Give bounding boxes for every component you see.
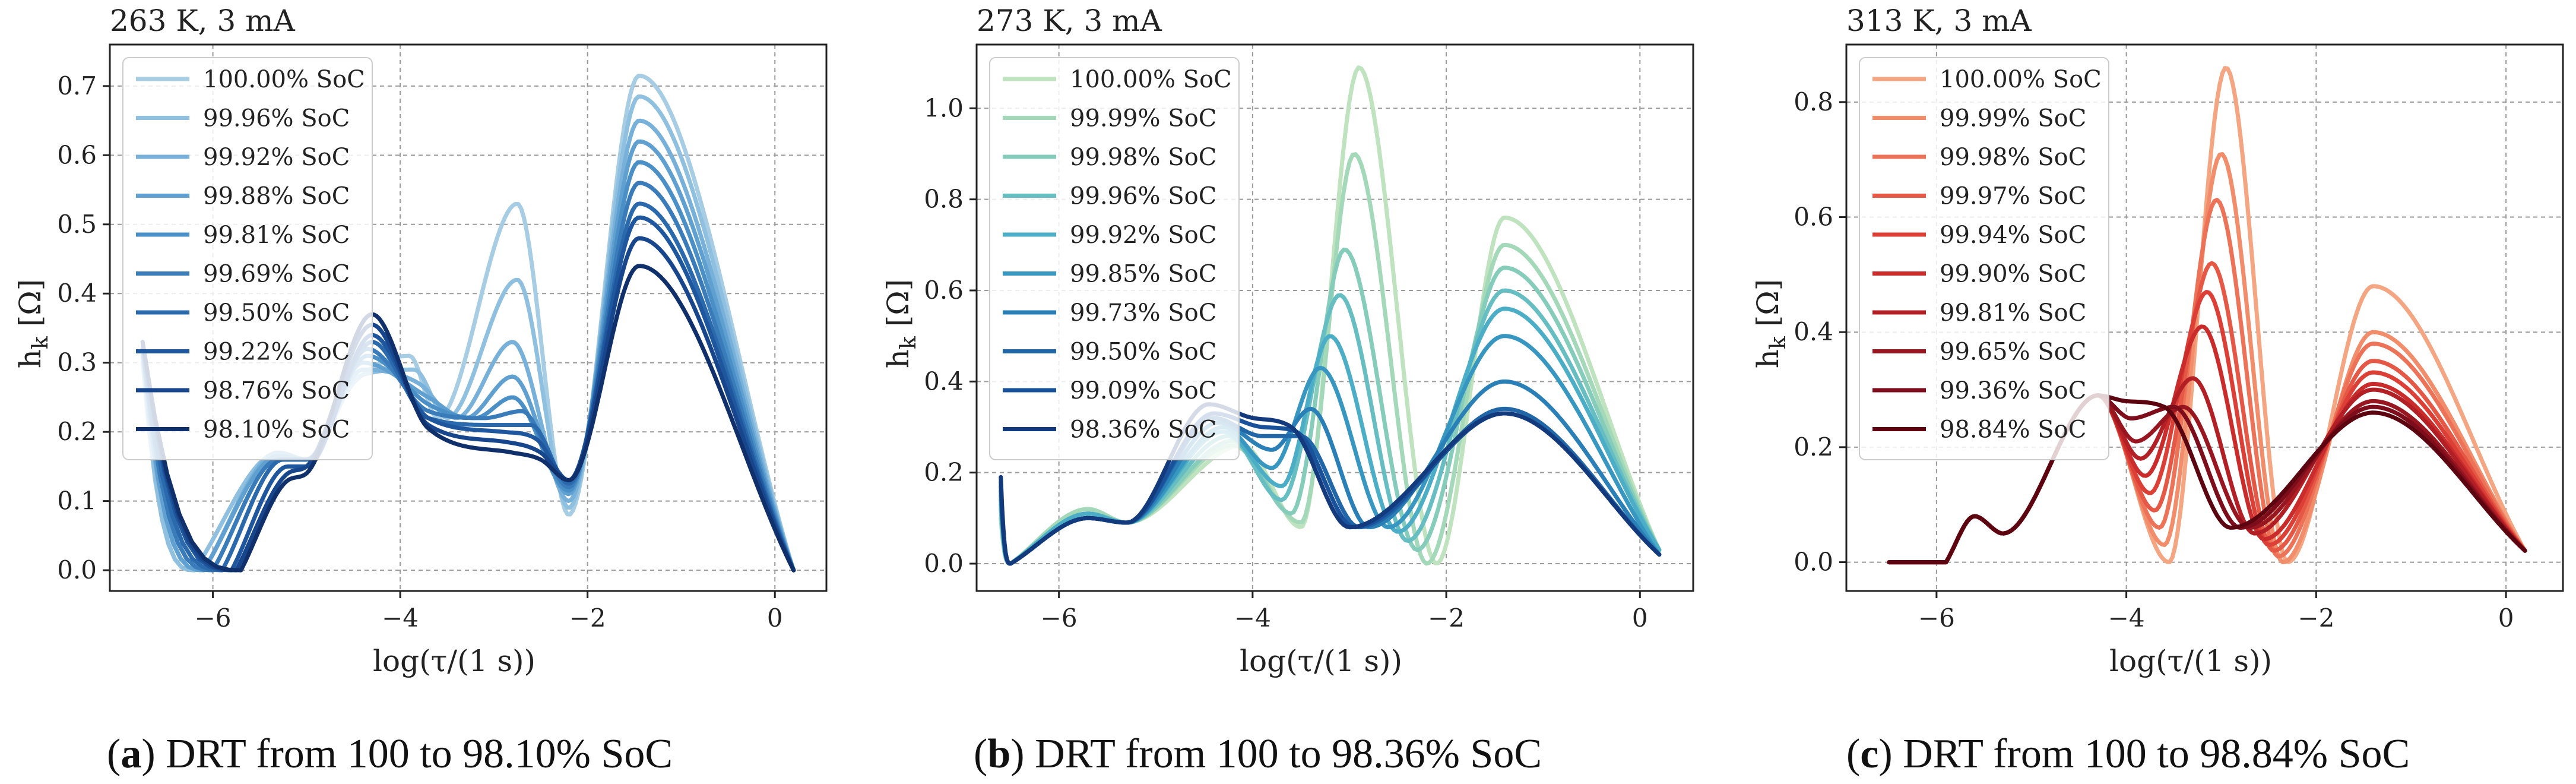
y-tick-label: 0.2 <box>924 458 964 487</box>
y-tick-label: 0.8 <box>924 185 964 214</box>
x-tick-label: 0 <box>1632 603 1648 633</box>
legend-entry: 99.22% SoC <box>203 339 350 366</box>
legend-entry: 99.73% SoC <box>1070 299 1216 327</box>
x-tick-label: −6 <box>195 603 232 633</box>
y-axis-label: hk [Ω] <box>1751 279 1791 368</box>
y-tick-label: 0.0 <box>57 555 97 584</box>
legend-entry: 99.50% SoC <box>203 299 350 327</box>
x-tick-label: 0 <box>767 603 783 633</box>
legend-entry: 99.92% SoC <box>1070 222 1216 249</box>
legend-entry: 100.00% SoC <box>1070 66 1232 93</box>
caption-c: (c) DRT from 100 to 98.84% SoC <box>1846 731 2410 777</box>
y-tick-label: 0.8 <box>1794 87 1833 116</box>
y-tick-label: 0.6 <box>1794 203 1833 232</box>
axes-frame <box>109 43 828 592</box>
series-line <box>1887 393 2527 565</box>
legend-entry: 99.98% SoC <box>1070 144 1216 171</box>
y-tick-label: 0.2 <box>57 417 97 446</box>
x-tick-label: −4 <box>382 603 419 633</box>
y-tick-label: 0.6 <box>924 276 964 305</box>
legend-entry: 99.92% SoC <box>203 144 350 171</box>
legend-entry: 99.99% SoC <box>1940 105 2086 132</box>
series-group <box>1887 66 2527 565</box>
panel-c: 313 K, 3 mA hk [Ω] log(τ/(1 s)) −6 −4 −2 0 0… <box>1751 4 2564 678</box>
panel-title: 273 K, 3 mA <box>977 4 1162 38</box>
legend-entry: 99.09% SoC <box>1070 377 1216 404</box>
legend: 100.00% SoC 99.96% SoC 99.92% SoC 99.88% So… <box>122 57 373 460</box>
caption-a: (a) DRT from 100 to 98.10% SoC <box>107 731 673 777</box>
axes-frame <box>1845 43 2564 592</box>
series-line <box>999 152 1662 566</box>
series-group <box>999 65 1662 566</box>
x-axis-label: log(τ/(1 s)) <box>2109 644 2272 678</box>
legend-entry: 99.69% SoC <box>203 261 350 288</box>
x-tick-label: −2 <box>569 603 606 633</box>
legend-entry: 100.00% SoC <box>203 66 365 93</box>
legend-entry: 99.50% SoC <box>1070 339 1216 366</box>
caption-b: (b) DRT from 100 to 98.36% SoC <box>974 731 1542 777</box>
legend-entry: 99.90% SoC <box>1940 261 2086 288</box>
y-tick-label: 0.4 <box>924 366 964 396</box>
x-tick-label: −4 <box>2108 603 2145 633</box>
legend-entry: 98.36% SoC <box>1070 416 1216 444</box>
x-tick-label: −2 <box>1428 603 1465 633</box>
legend-entry: 99.94% SoC <box>1940 222 2086 249</box>
y-tick-label: 0.5 <box>57 210 97 239</box>
y-tick-label: 0.4 <box>1794 317 1833 346</box>
legend-entry: 99.81% SoC <box>1940 299 2086 327</box>
x-tick-label: −6 <box>1918 603 1955 633</box>
legend-entry: 99.36% SoC <box>1940 377 2086 404</box>
y-tick-label: 0.0 <box>924 549 964 578</box>
legend-entry: 99.81% SoC <box>203 222 350 249</box>
legend: 100.00% SoC 99.99% SoC 99.98% SoC 99.96% So… <box>989 57 1240 460</box>
y-axis-label: hk [Ω] <box>881 279 921 368</box>
x-tick-label: −6 <box>1041 603 1078 633</box>
panel-a: 263 K, 3 mA hk [Ω] log(τ/(1 s)) −6 −4 −2 0 0… <box>13 4 828 678</box>
y-tick-label: 0.7 <box>57 71 97 100</box>
y-tick-label: 0.1 <box>57 486 97 516</box>
legend-entry: 98.84% SoC <box>1940 416 2086 444</box>
legend-entry: 98.76% SoC <box>203 377 350 404</box>
x-tick-label: 0 <box>2498 603 2514 633</box>
y-tick-label: 0.0 <box>1794 548 1833 577</box>
legend-entry: 99.85% SoC <box>1070 261 1216 288</box>
y-tick-label: 0.2 <box>1794 432 1833 461</box>
legend-entry: 99.99% SoC <box>1070 105 1216 132</box>
legend-entry: 99.97% SoC <box>1940 183 2086 210</box>
series-line <box>999 402 1662 566</box>
y-tick-label: 0.6 <box>57 140 97 169</box>
x-tick-label: −4 <box>1234 603 1271 633</box>
axes-frame <box>975 43 1694 592</box>
panel-title: 263 K, 3 mA <box>110 4 296 38</box>
legend-entry: 99.98% SoC <box>1940 144 2086 171</box>
y-tick-label: 0.3 <box>57 348 97 377</box>
legend-entry: 99.96% SoC <box>203 105 350 132</box>
y-tick-label: 1.0 <box>924 93 964 122</box>
legend-entry: 99.65% SoC <box>1940 339 2086 366</box>
legend-entry: 99.96% SoC <box>1070 183 1216 210</box>
panel-title: 313 K, 3 mA <box>1846 4 2032 38</box>
series-line <box>999 306 1662 566</box>
legend-entry: 98.10% SoC <box>203 416 350 444</box>
legend: 100.00% SoC 99.99% SoC 99.98% SoC 99.97% So… <box>1859 57 2109 460</box>
x-axis-label: log(τ/(1 s)) <box>373 644 536 678</box>
y-tick-label: 0.4 <box>57 279 97 308</box>
y-axis-label: hk [Ω] <box>13 279 53 368</box>
panel-b: 273 K, 3 mA hk [Ω] log(τ/(1 s)) −6 −4 −2 0 0… <box>881 4 1694 678</box>
x-tick-label: −2 <box>2298 603 2334 633</box>
legend-entry: 99.88% SoC <box>203 183 350 210</box>
x-axis-label: log(τ/(1 s)) <box>1240 644 1402 678</box>
legend-entry: 100.00% SoC <box>1940 66 2102 93</box>
